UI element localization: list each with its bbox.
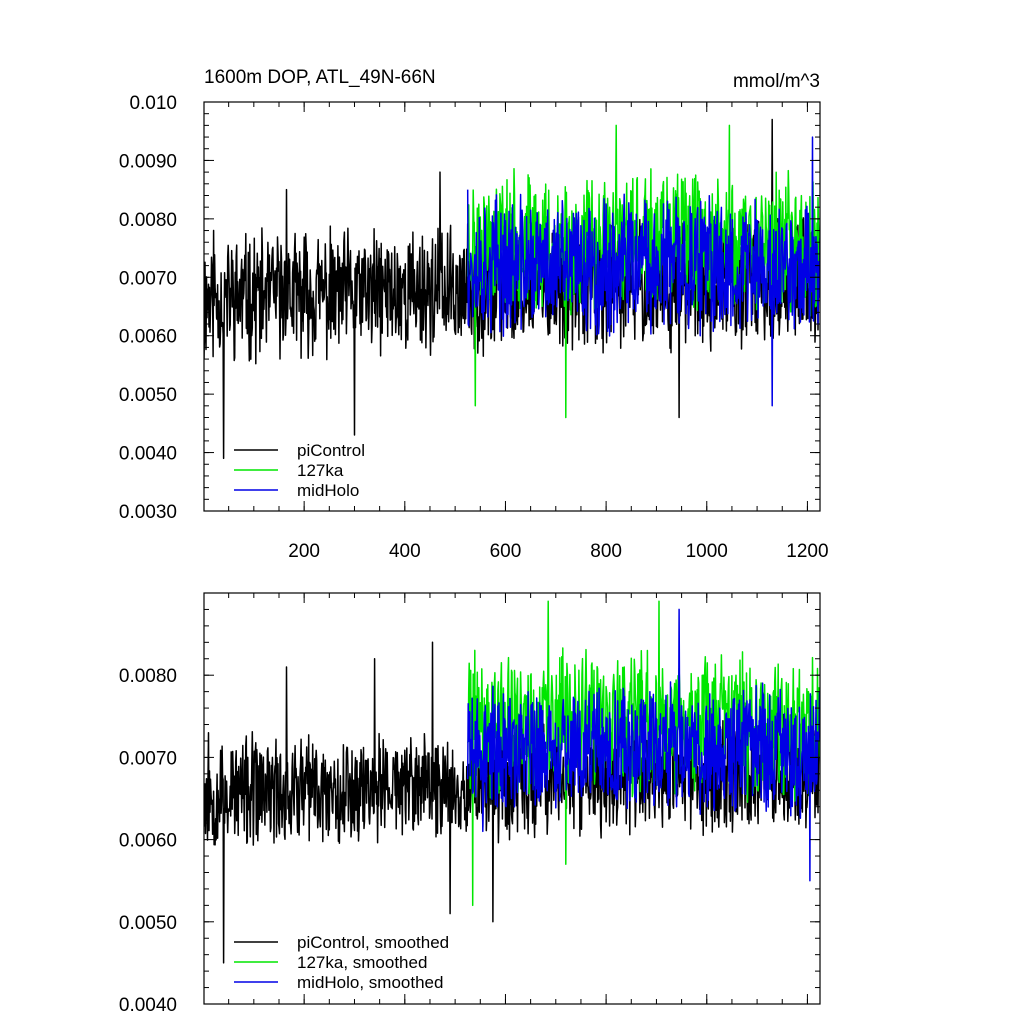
chart-title: 1600m DOP, ATL_49N-66N (204, 67, 436, 88)
y-tick-label: 0.0070 (119, 748, 177, 769)
y-tick-label: 0.0080 (119, 210, 177, 231)
units-label: mmol/m^3 (733, 71, 820, 92)
y-tick-label: 0.0060 (119, 831, 177, 852)
series-line-midholo (466, 136, 820, 407)
series-group (204, 118, 820, 460)
y-tick-label: 0.0030 (119, 502, 177, 523)
bottom-panel: 0.0040 0.0050 0.0060 0.0070 0.0080 piControl,… (119, 592, 821, 1016)
x-tick-label: 600 (490, 541, 522, 562)
x-tick-label: 400 (389, 541, 421, 562)
y-tick-label: 0.0070 (119, 268, 177, 289)
series-line-picontrol (204, 641, 820, 964)
x-tick-label: 1000 (686, 541, 728, 562)
legend-label: midHolo, smoothed (297, 973, 443, 992)
y-tick-label: 0.0060 (119, 327, 177, 348)
legend-label: midHolo (297, 481, 359, 500)
y-tick-label: 0.0050 (119, 913, 177, 934)
top-panel: 0.0030 0.0040 0.0050 0.0060 0.0070 0.0080 0.00… (119, 93, 829, 562)
x-tick-label: 800 (590, 541, 622, 562)
y-tick-label: 0.0050 (119, 385, 177, 406)
y-tick-label: 0.0040 (119, 995, 177, 1016)
legend-label: piControl (297, 441, 365, 460)
legend-label: piControl, smoothed (297, 933, 449, 952)
x-tick-label: 1200 (786, 541, 828, 562)
y-tick-label: 0.010 (129, 93, 177, 114)
y-tick-label: 0.0040 (119, 444, 177, 465)
y-tick-label: 0.0090 (119, 151, 177, 172)
x-tick-label: 200 (288, 541, 320, 562)
legend-label: 127ka, smoothed (297, 953, 427, 972)
y-tick-label: 0.0080 (119, 666, 177, 687)
plot-frame (203, 592, 821, 1005)
series-group (204, 600, 820, 964)
plot-frame (203, 101, 821, 512)
series-line-midholo (466, 608, 820, 882)
legend-label: 127ka (297, 461, 344, 480)
